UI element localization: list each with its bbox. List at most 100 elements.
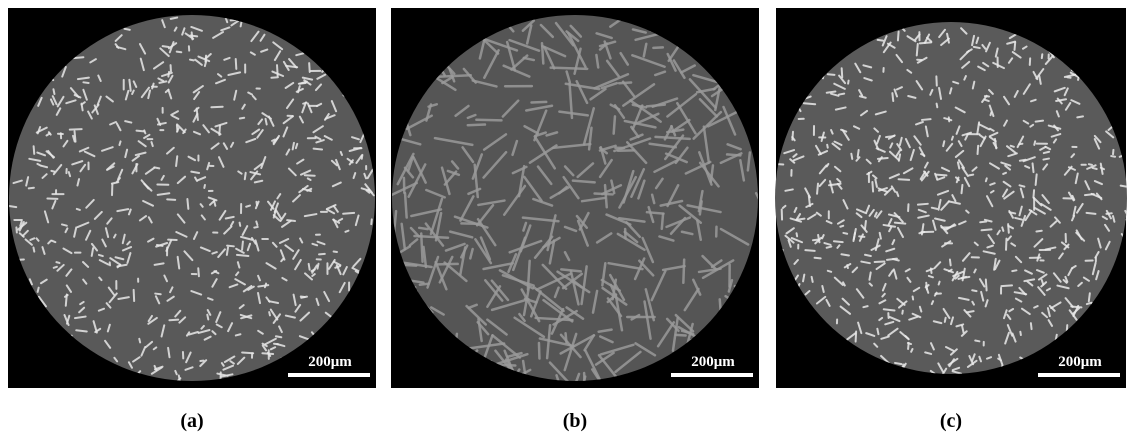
phase-segment <box>1000 284 1014 288</box>
phase-segment <box>565 70 572 84</box>
phase-segment <box>260 156 267 169</box>
phase-segment <box>1033 238 1044 248</box>
phase-segment <box>686 204 722 214</box>
phase-segment <box>65 284 73 293</box>
phase-segment <box>1125 218 1127 228</box>
phase-segment <box>197 328 211 334</box>
phase-segment <box>978 134 986 140</box>
phase-segment <box>594 351 615 366</box>
phase-segment <box>902 167 914 175</box>
phase-segment <box>908 315 919 321</box>
phase-segment <box>213 200 217 207</box>
phase-segment <box>147 89 151 100</box>
phase-segment <box>868 208 875 217</box>
phase-segment <box>90 247 95 257</box>
phase-segment <box>864 219 867 230</box>
phase-segment <box>197 55 211 63</box>
phase-segment <box>852 228 857 241</box>
phase-segment <box>993 257 997 271</box>
phase-segment <box>951 270 959 282</box>
phase-segment <box>342 211 356 215</box>
phase-segment <box>887 327 899 337</box>
phase-segment <box>589 87 607 101</box>
phase-segment <box>200 324 205 330</box>
phase-segment <box>121 246 133 252</box>
phase-segment <box>338 281 346 294</box>
phase-segment <box>29 237 36 241</box>
phase-segment <box>285 148 291 156</box>
phase-segment <box>1008 33 1017 40</box>
phase-segment <box>355 154 363 164</box>
phase-segment <box>623 119 657 129</box>
phase-segment <box>1013 90 1019 98</box>
phase-segment <box>1008 211 1017 215</box>
phase-segment <box>1046 307 1051 318</box>
phase-segment <box>167 70 171 78</box>
phase-segment <box>268 311 271 317</box>
phase-segment <box>571 179 596 184</box>
phase-segment <box>410 208 443 218</box>
phase-segment <box>876 156 889 160</box>
phase-segment <box>18 221 25 232</box>
phase-segment <box>987 234 995 245</box>
phase-segment <box>101 146 114 152</box>
phase-segment <box>671 118 691 133</box>
phase-segment <box>261 112 272 120</box>
phase-segment <box>161 71 173 78</box>
phase-segment <box>1039 145 1047 151</box>
phase-segment <box>98 276 103 282</box>
phase-segment <box>936 176 946 181</box>
phase-segment <box>791 130 794 141</box>
phase-segment <box>239 313 253 320</box>
phase-segment <box>633 112 660 126</box>
phase-segment <box>230 141 235 148</box>
phase-segment <box>106 217 113 225</box>
phase-segment <box>1004 331 1010 345</box>
phase-segment <box>346 157 354 164</box>
phase-segment <box>294 142 299 150</box>
phase-segment <box>973 241 979 247</box>
phase-segment <box>466 113 477 120</box>
phase-segment <box>253 162 263 171</box>
phase-segment <box>93 104 99 115</box>
phase-segment <box>938 28 946 39</box>
phase-segment <box>512 236 527 272</box>
phase-segment <box>838 74 847 85</box>
phase-segment <box>961 166 969 177</box>
phase-segment <box>213 270 220 275</box>
phase-segment <box>980 290 985 302</box>
phase-segment <box>324 311 334 319</box>
phase-segment <box>312 125 324 134</box>
phase-segment <box>238 116 246 120</box>
phase-segment <box>598 158 613 179</box>
phase-segment <box>892 268 898 280</box>
phase-segment <box>292 293 297 307</box>
phase-segment <box>836 177 842 184</box>
phase-segment <box>37 96 43 107</box>
phase-segment <box>235 271 240 277</box>
phase-segment <box>1093 134 1102 144</box>
phase-segment <box>872 174 878 180</box>
phase-segment <box>211 330 217 336</box>
phase-segment <box>41 173 48 179</box>
phase-segment <box>253 225 259 229</box>
phase-segment <box>951 370 963 374</box>
phase-segment <box>159 47 170 58</box>
phase-segment <box>140 86 150 99</box>
phase-segment <box>523 175 543 203</box>
phase-segment <box>68 128 83 131</box>
phase-segment <box>202 124 210 134</box>
phase-segment <box>1008 308 1015 313</box>
phase-segment <box>330 100 338 113</box>
phase-segment <box>241 225 249 236</box>
phase-segment <box>600 81 619 90</box>
phase-segment <box>36 126 42 135</box>
phase-segment <box>1040 53 1044 60</box>
phase-segment <box>876 327 880 336</box>
phase-segment <box>230 220 235 227</box>
phase-segment <box>1011 269 1018 273</box>
phase-segment <box>210 142 220 150</box>
phase-segment <box>971 353 976 362</box>
phase-segment <box>641 236 655 264</box>
phase-segment <box>927 274 934 279</box>
